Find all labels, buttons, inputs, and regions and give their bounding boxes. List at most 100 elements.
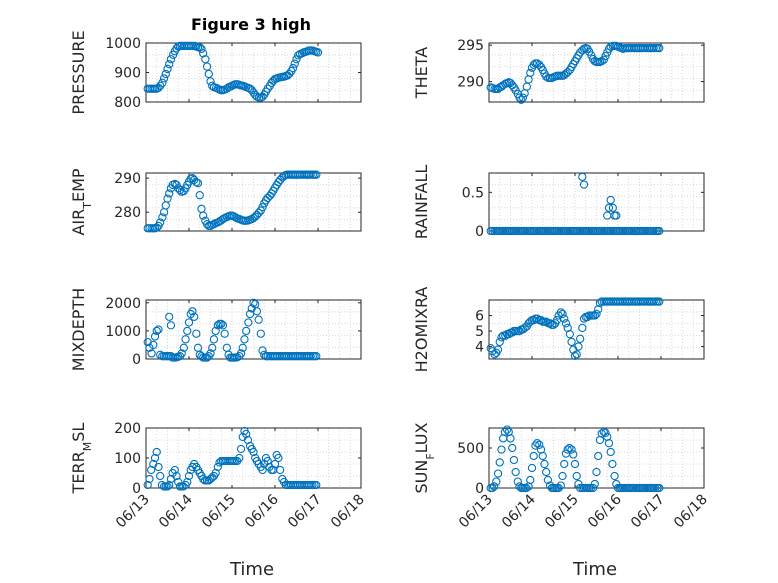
x-tick-label: 06/16	[585, 491, 625, 531]
data-point	[655, 483, 664, 493]
data-point	[181, 335, 190, 344]
data-point	[263, 456, 272, 466]
data-point	[152, 447, 161, 457]
data-point	[312, 170, 321, 179]
y-axis-label-4: MIXDEPTH	[69, 288, 88, 371]
data-point	[594, 451, 603, 461]
data-point	[556, 481, 565, 490]
x-axis-label-right: Time	[572, 559, 617, 580]
data-point	[258, 202, 267, 212]
data-point	[249, 298, 258, 307]
data-point	[242, 429, 251, 439]
data-point	[538, 451, 547, 461]
data-point	[572, 350, 581, 359]
data-point	[156, 218, 165, 227]
data-point	[588, 483, 598, 493]
data-point	[217, 319, 226, 329]
data-point	[183, 477, 192, 487]
data-point	[193, 179, 203, 188]
data-point	[245, 309, 255, 319]
data-point	[172, 471, 181, 481]
x-tick-label: 06/15	[199, 492, 239, 532]
data-point	[509, 455, 519, 465]
data-point	[158, 213, 167, 222]
data-point	[249, 447, 258, 457]
data-point	[604, 203, 614, 212]
data-point	[515, 93, 524, 102]
data-point	[306, 170, 315, 179]
data-point	[527, 463, 537, 473]
data-point	[506, 434, 515, 443]
data-point	[488, 483, 497, 493]
data-point	[578, 323, 587, 333]
data-point	[543, 475, 553, 485]
data-point	[579, 180, 589, 189]
x-tick-label: 06/14	[499, 491, 539, 531]
y-tick-label: 2000	[105, 296, 141, 312]
data-point	[563, 67, 572, 77]
data-point	[522, 483, 531, 493]
data-point	[540, 459, 549, 469]
data-point	[531, 441, 540, 450]
data-point	[560, 459, 569, 469]
data-point	[165, 312, 174, 322]
data-point	[236, 349, 246, 358]
data-point	[147, 349, 156, 358]
data-point	[570, 351, 580, 361]
data-point	[211, 468, 220, 478]
y-tick-label: 1000	[105, 324, 141, 340]
data-point	[313, 48, 323, 57]
subplot-h2omixra: 456 H2OMIXRA	[412, 287, 705, 372]
axes-box	[145, 299, 362, 360]
data-point	[147, 465, 156, 475]
data-point	[199, 49, 208, 58]
subplot-pressure: 800 900 1000 PRESSURE	[69, 30, 362, 115]
data-point	[243, 435, 253, 445]
data-point	[567, 445, 576, 454]
data-point	[649, 297, 658, 306]
x-tick-label: 06/13	[113, 492, 153, 532]
y-tick-label: 0	[475, 224, 484, 240]
data-point	[165, 189, 174, 198]
x-tick-label: 06/14	[156, 491, 196, 531]
data-point	[517, 95, 526, 104]
data-point	[497, 445, 506, 454]
x-tick-label: 06/18	[328, 492, 368, 532]
data-point	[592, 309, 601, 319]
data-point	[252, 307, 262, 316]
x-tick-label: 06/17	[285, 492, 325, 532]
data-point	[558, 309, 567, 319]
data-point	[526, 68, 535, 78]
data-point	[184, 318, 194, 327]
data-point	[200, 476, 210, 485]
data-point	[190, 312, 199, 322]
data-point	[597, 57, 606, 66]
y-tick-label: 1000	[105, 36, 141, 52]
data-point	[288, 63, 298, 73]
data-point	[197, 204, 206, 213]
data-point	[649, 226, 658, 236]
axes-box	[488, 172, 705, 232]
data-point	[576, 334, 585, 343]
data-point	[560, 314, 569, 323]
data-point	[610, 471, 619, 481]
y-tick-label: 4	[475, 340, 484, 356]
data-point	[492, 477, 501, 486]
data-point	[163, 194, 172, 203]
data-point	[154, 325, 163, 334]
data-point	[578, 172, 587, 182]
data-point	[608, 203, 617, 212]
data-point	[533, 439, 542, 448]
data-point	[150, 332, 160, 341]
data-point	[493, 345, 503, 354]
y-tick-label: 800	[114, 95, 141, 111]
data-point	[606, 195, 615, 205]
data-point	[256, 329, 265, 338]
data-point	[651, 483, 660, 493]
y-axis-label-1: THETA	[412, 47, 431, 99]
data-point	[163, 64, 172, 74]
data-point	[192, 329, 201, 338]
data-point	[208, 343, 217, 352]
